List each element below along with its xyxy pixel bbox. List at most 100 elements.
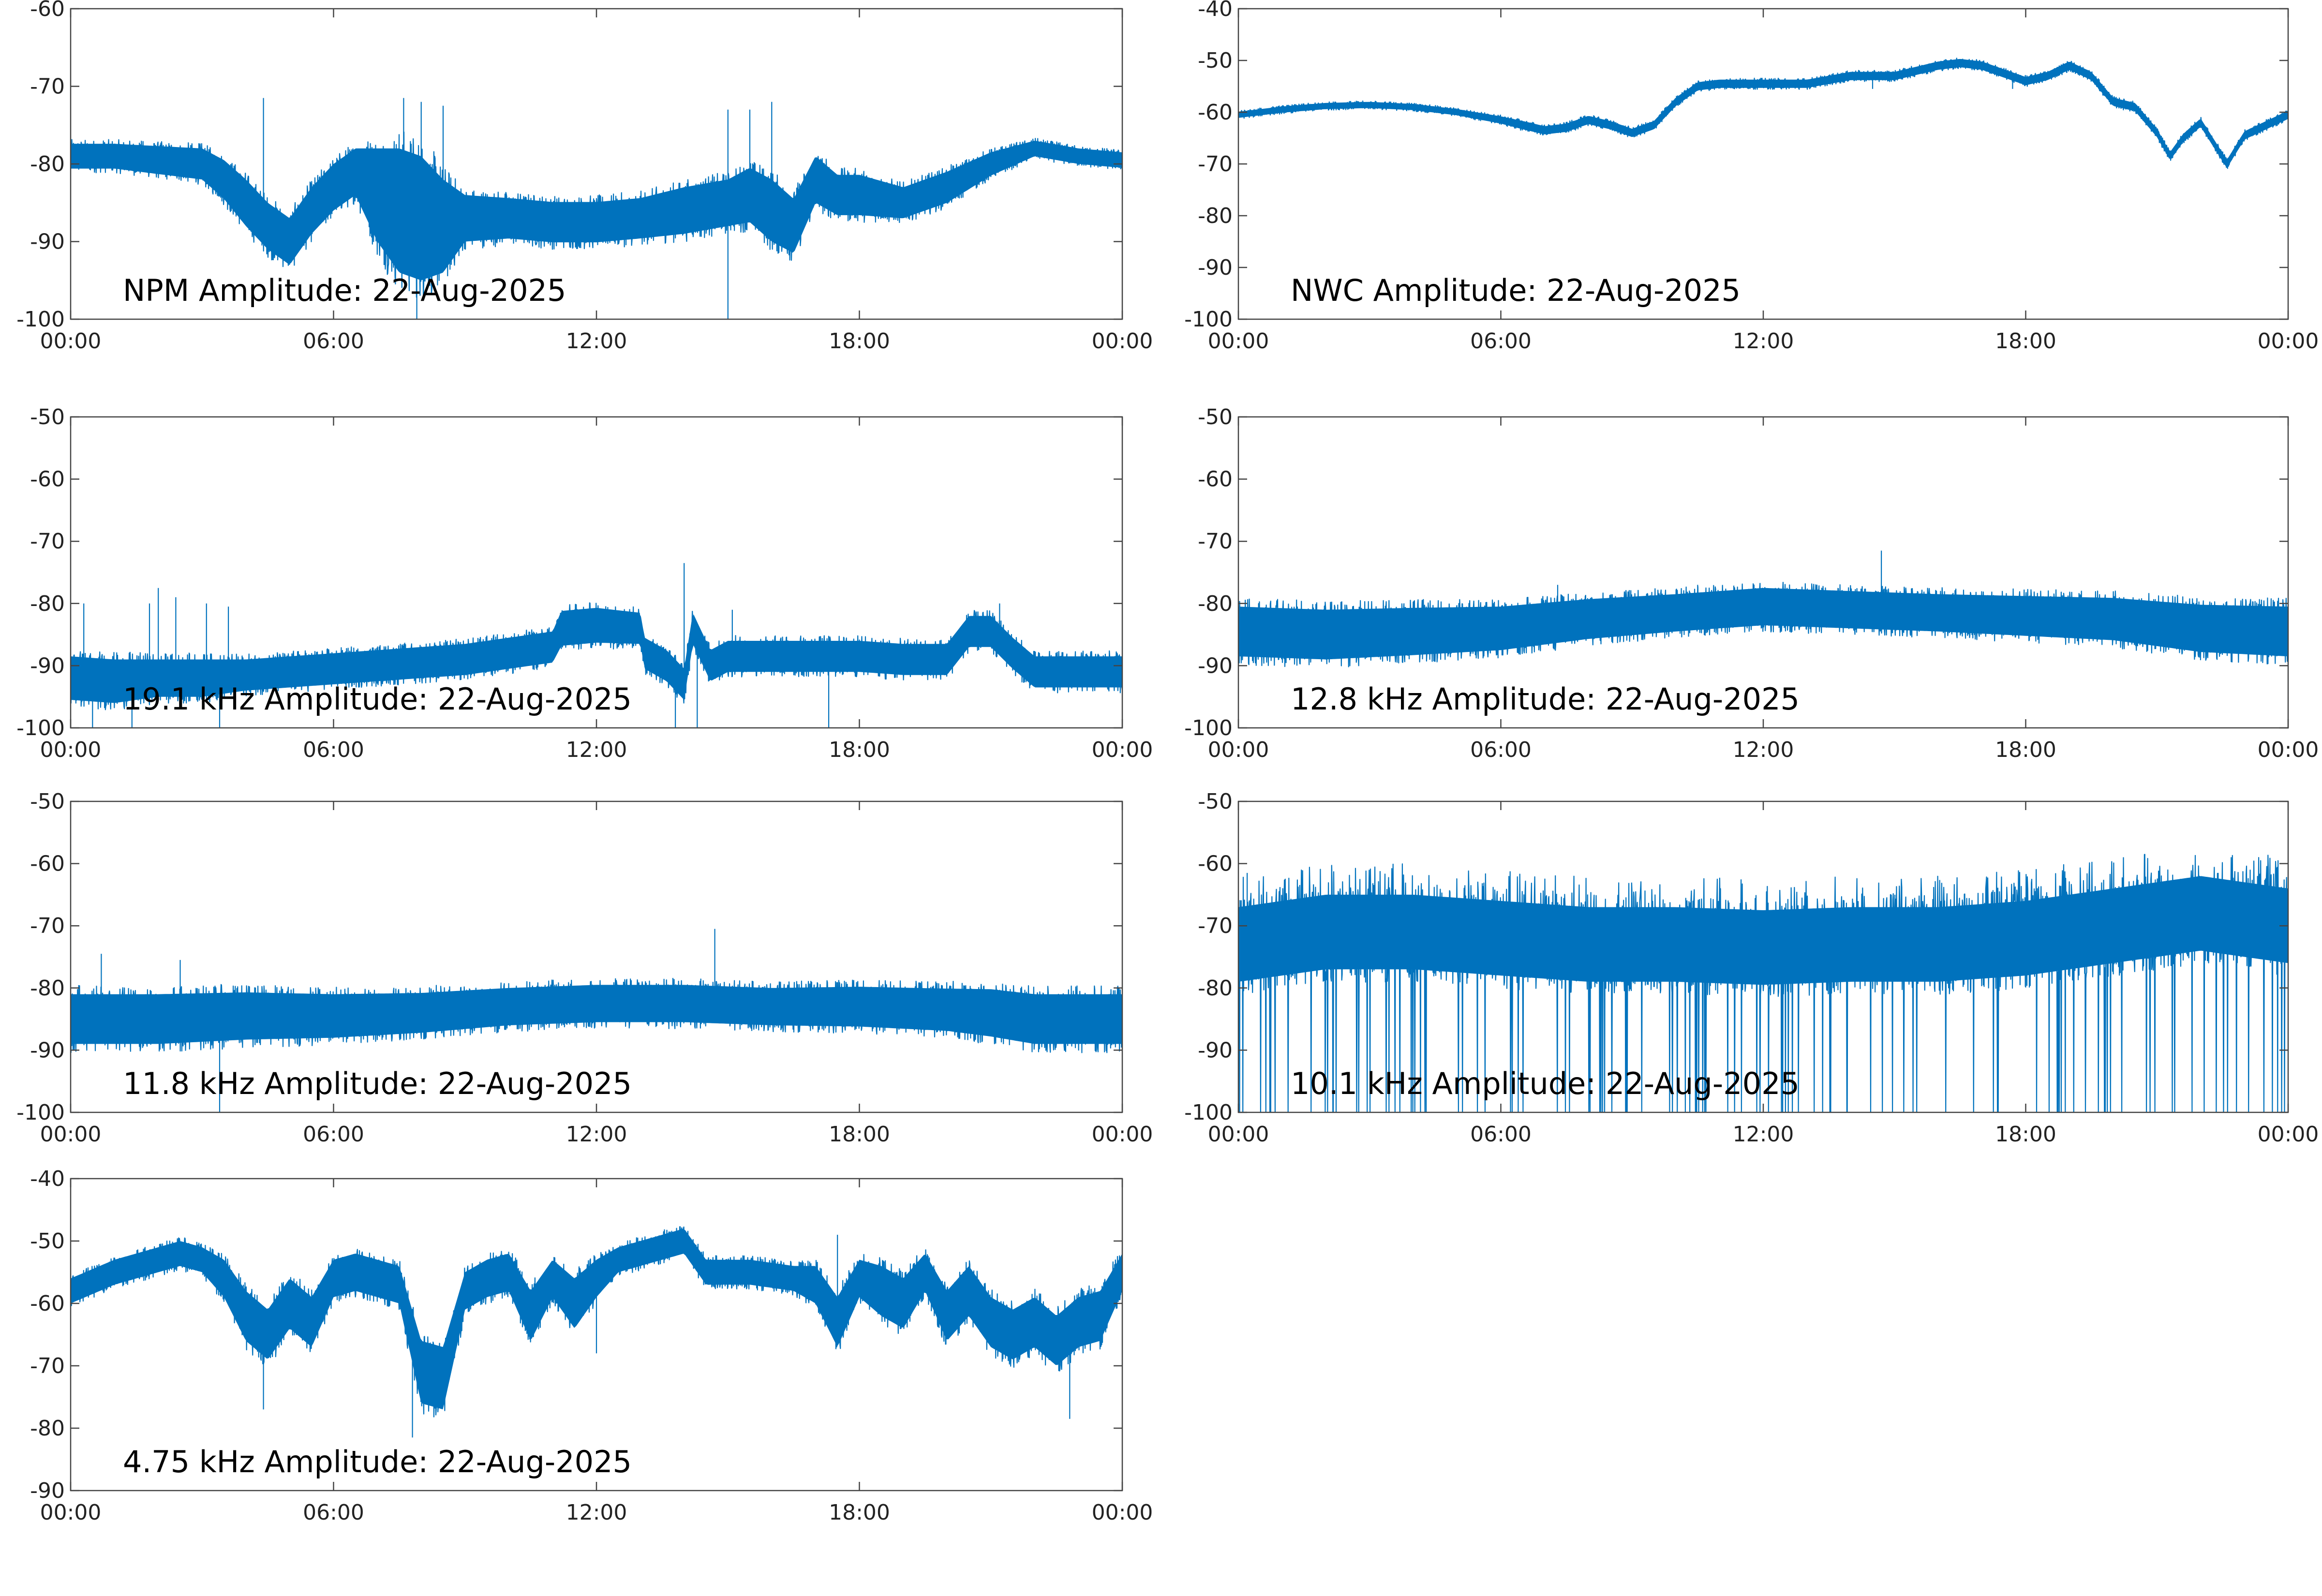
x-tick-label: 00:00 [2258,329,2319,354]
y-tick-label: -100 [1184,307,1233,332]
x-tick-label: 00:00 [1208,329,1269,354]
x-tick-label: 00:00 [40,738,102,762]
y-tick-label: -60 [1198,100,1233,125]
series-line [71,1226,1122,1418]
x-tick-label: 18:00 [829,1122,890,1147]
x-tick-label: 00:00 [2258,1122,2319,1147]
panel-label: 11.8 kHz Amplitude: 22-Aug-2025 [123,1066,632,1101]
y-tick-label: -60 [30,0,65,21]
y-tick-label: -100 [1184,716,1233,740]
y-tick-label: -40 [30,1167,65,1191]
plot-area [1238,58,2288,169]
x-tick-label: 18:00 [1995,329,2056,354]
panel-label: NPM Amplitude: 22-Aug-2025 [123,273,566,308]
y-tick-label: -50 [1198,405,1233,429]
y-tick-label: -80 [30,976,65,1001]
y-tick-label: -90 [30,230,65,254]
x-tick-label: 00:00 [1092,1500,1153,1525]
y-tick-label: -90 [1198,1038,1233,1063]
x-tick-label: 06:00 [1470,738,1532,762]
y-tick-label: -70 [30,74,65,99]
y-tick-label: -40 [1198,0,1233,21]
plot-area [71,1226,1122,1438]
series-line [1238,854,2288,1112]
x-tick-label: 00:00 [2258,738,2319,762]
x-tick-label: 06:00 [303,1122,364,1147]
series-line [71,602,1122,710]
y-tick-label: -90 [1198,653,1233,678]
y-tick-label: -80 [30,152,65,177]
plot-area [71,563,1122,728]
y-tick-label: -90 [30,1478,65,1503]
x-tick-label: 06:00 [1470,1122,1532,1147]
y-tick-label: -100 [16,1100,65,1125]
y-tick-label: -80 [1198,591,1233,616]
y-tick-label: -60 [30,1291,65,1316]
x-tick-label: 06:00 [303,738,364,762]
y-tick-label: -70 [1198,914,1233,938]
plot-area [71,98,1122,319]
y-tick-label: -80 [1198,204,1233,228]
x-tick-label: 00:00 [1092,1122,1153,1147]
panel-label: 10.1 kHz Amplitude: 22-Aug-2025 [1291,1066,1800,1101]
series-line [71,977,1122,1053]
y-tick-label: -90 [30,653,65,678]
y-tick-label: -60 [30,852,65,876]
x-tick-label: 00:00 [1208,1122,1269,1147]
x-tick-label: 00:00 [1092,329,1153,354]
y-tick-label: -60 [1198,467,1233,492]
y-tick-label: -80 [30,591,65,616]
x-tick-label: 00:00 [40,1122,102,1147]
x-tick-label: 12:00 [1733,329,1794,354]
x-tick-label: 00:00 [1208,738,1269,762]
series-line [1238,582,2288,667]
y-tick-label: -70 [1198,152,1233,177]
x-tick-label: 06:00 [303,1500,364,1525]
series-line [1238,58,2288,169]
x-tick-label: 06:00 [1470,329,1532,354]
y-tick-label: -50 [30,789,65,814]
y-tick-label: -90 [1198,255,1233,280]
panel-label: 12.8 kHz Amplitude: 22-Aug-2025 [1291,681,1800,717]
x-tick-label: 00:00 [40,329,102,354]
y-tick-label: -90 [30,1038,65,1063]
x-tick-label: 00:00 [1092,738,1153,762]
y-tick-label: -100 [16,307,65,332]
y-tick-label: -60 [30,467,65,492]
y-tick-label: -50 [30,1229,65,1254]
x-tick-label: 12:00 [1733,1122,1794,1147]
y-tick-label: -50 [1198,789,1233,814]
x-tick-label: 18:00 [829,329,890,354]
panel-label: NWC Amplitude: 22-Aug-2025 [1291,273,1741,308]
y-tick-label: -100 [16,716,65,740]
y-tick-label: -80 [1198,976,1233,1001]
plot-area [1238,854,2288,1112]
x-tick-label: 18:00 [829,1500,890,1525]
x-tick-label: 12:00 [566,1500,627,1525]
y-tick-label: -50 [1198,48,1233,73]
y-tick-label: -80 [30,1416,65,1441]
x-tick-label: 18:00 [1995,1122,2056,1147]
y-tick-label: -70 [30,1354,65,1378]
panel-label: 19.1 kHz Amplitude: 22-Aug-2025 [123,681,632,717]
x-tick-label: 12:00 [566,738,627,762]
x-tick-label: 18:00 [829,738,890,762]
x-tick-label: 12:00 [566,329,627,354]
x-tick-label: 12:00 [566,1122,627,1147]
series-line [71,131,1122,298]
x-tick-label: 00:00 [40,1500,102,1525]
x-tick-label: 06:00 [303,329,364,354]
y-tick-label: -70 [30,914,65,938]
plot-area [1238,550,2288,667]
panel-label: 4.75 kHz Amplitude: 22-Aug-2025 [123,1444,632,1479]
